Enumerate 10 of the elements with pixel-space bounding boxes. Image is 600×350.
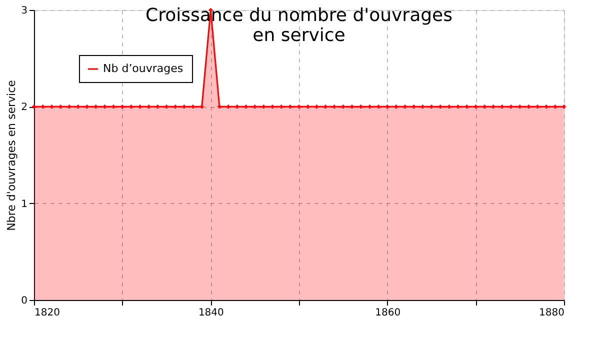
y-tick-label: 3 xyxy=(21,6,28,16)
x-tick-label: 1860 xyxy=(375,308,401,318)
x-tick-label: 1820 xyxy=(34,308,60,318)
y-tick-label: 2 xyxy=(21,102,28,114)
x-tick-label: 1880 xyxy=(539,308,564,318)
y-tick-label: 0 xyxy=(21,296,28,306)
x-tick-label: 1840 xyxy=(198,308,224,318)
y-axis-title: Nbre d'ouvrages en service xyxy=(5,80,18,231)
y-tick-label: 1 xyxy=(21,198,28,210)
legend-label: Nb d’ouvrages xyxy=(103,62,184,75)
